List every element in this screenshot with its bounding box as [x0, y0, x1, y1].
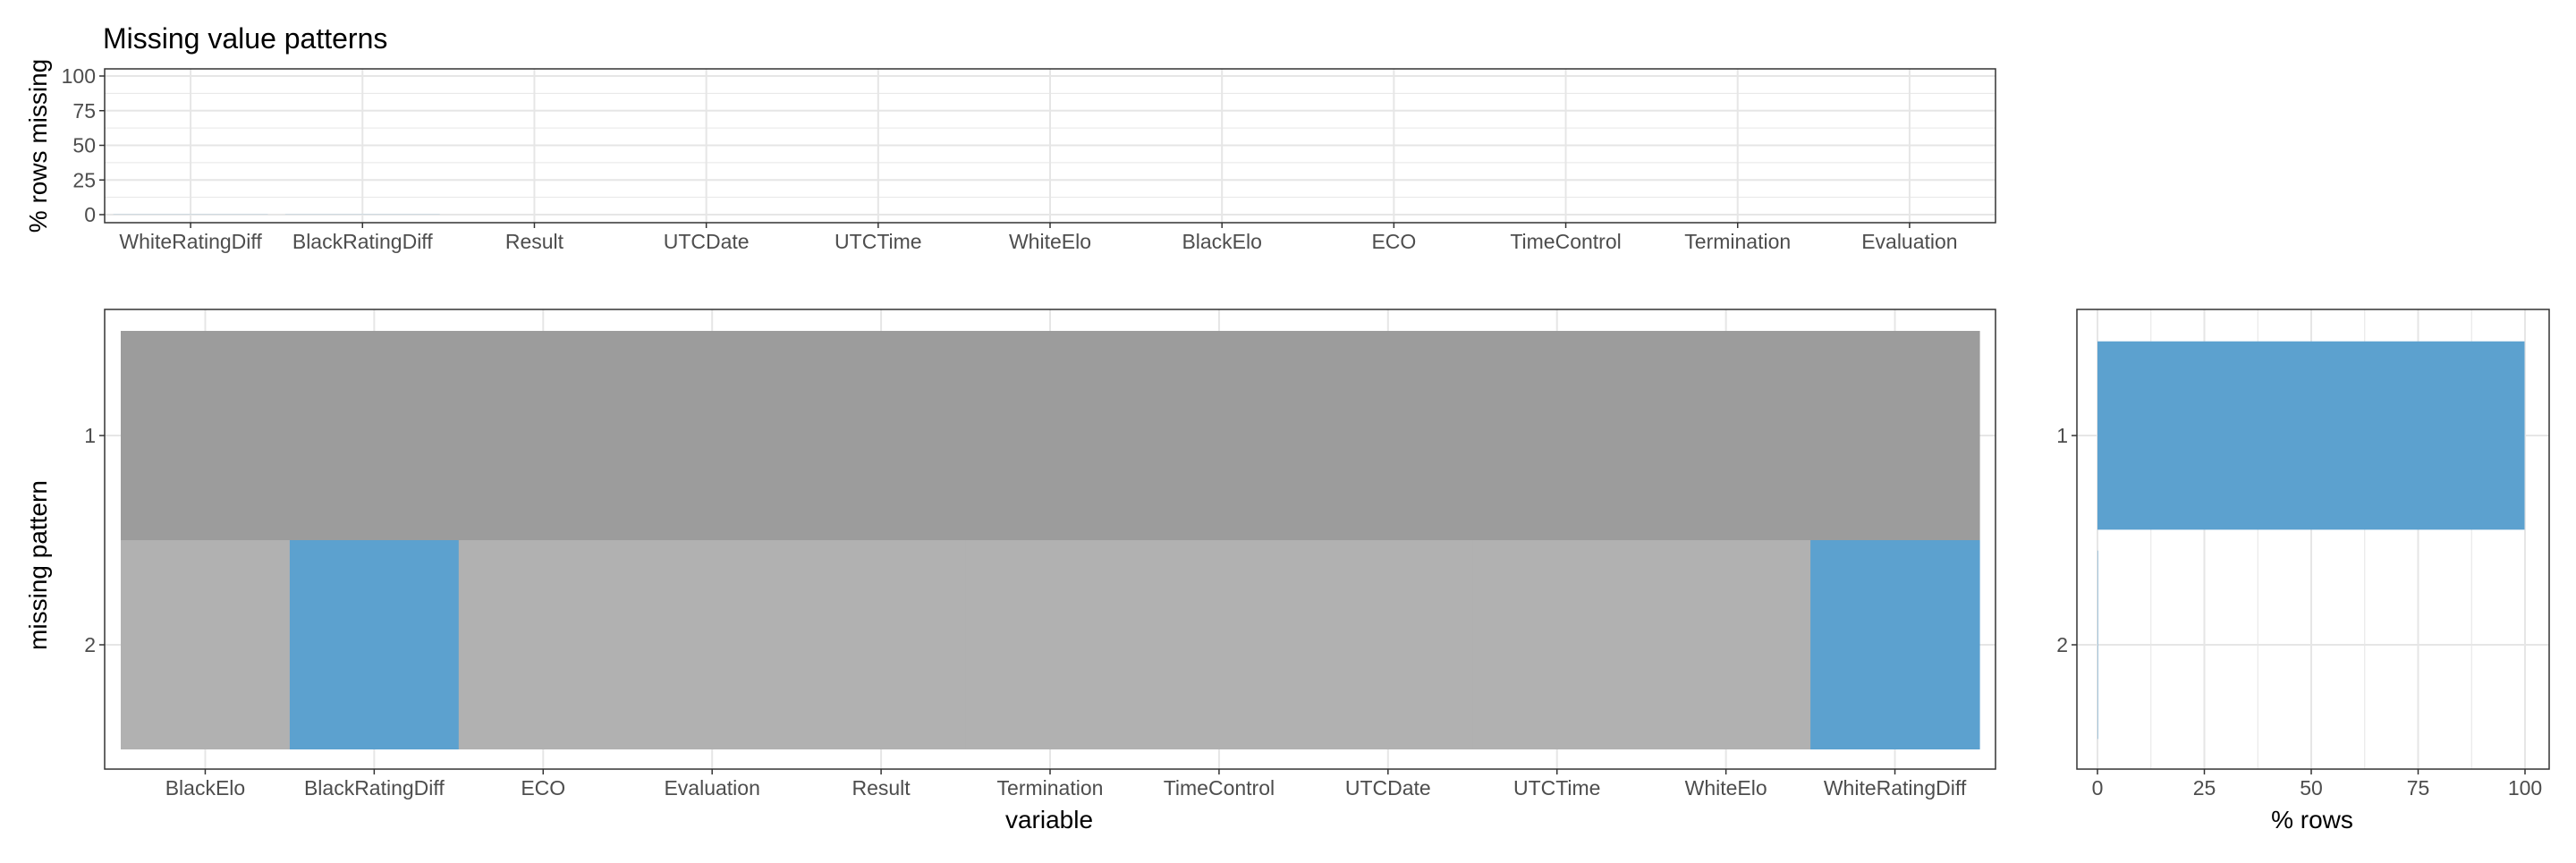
- main-x-tick-label: TimeControl: [1164, 776, 1275, 800]
- main-x-tick-label: BlackRatingDiff: [304, 776, 445, 800]
- pattern-tile: [1134, 540, 1304, 749]
- main-x-tick-label: UTCTime: [1513, 776, 1601, 800]
- main-y-tick-label: 2: [84, 633, 96, 656]
- main-y-tick-label: 1: [84, 424, 96, 447]
- pattern-tile: [966, 331, 1136, 540]
- top-y-tick-label: 75: [72, 99, 96, 123]
- pattern-tile: [1472, 540, 1642, 749]
- pattern-tile: [121, 331, 291, 540]
- top-x-tick-label: BlackRatingDiff: [292, 230, 433, 253]
- top-x-tick-label: Termination: [1684, 230, 1791, 253]
- pattern-tile: [459, 331, 629, 540]
- top-y-tick-label: 100: [62, 64, 96, 88]
- main-x-axis-label: variable: [1005, 806, 1093, 833]
- pattern-tile: [628, 540, 798, 749]
- top-y-tick-label: 25: [72, 168, 96, 191]
- right-y-tick-label: 1: [2056, 424, 2068, 447]
- right-panel: 1 2 0 25 50 75 100: [2056, 309, 2549, 800]
- top-x-tick-label: UTCDate: [664, 230, 750, 253]
- top-y-tick-label: 50: [72, 134, 96, 157]
- top-x-tick-label: UTCTime: [835, 230, 922, 253]
- main-x-tick-label: BlackElo: [165, 776, 245, 800]
- main-y-axis-label: missing pattern: [24, 480, 52, 650]
- main-panel: 1 2 BlackElo BlackRatingDiff ECO Evaluation Re…: [84, 309, 1996, 800]
- pattern-tile: [797, 540, 967, 749]
- main-x-tick-label: Evaluation: [664, 776, 759, 800]
- right-y-tick-label: 2: [2056, 633, 2068, 656]
- pattern-tile: [1303, 331, 1473, 540]
- right-x-tick-label: 100: [2508, 776, 2542, 800]
- main-x-tick-label: WhiteRatingDiff: [1824, 776, 1967, 800]
- pattern-tile: [1134, 331, 1304, 540]
- top-x-tick-label: WhiteRatingDiff: [119, 230, 262, 253]
- pattern-tile: [290, 331, 460, 540]
- pattern-tile: [1810, 331, 1980, 540]
- pattern-tile: [966, 540, 1136, 749]
- right-x-tick-label: 25: [2193, 776, 2216, 800]
- pattern-tile: [628, 331, 798, 540]
- top-y-tick-label: 0: [84, 203, 96, 226]
- pattern-tile: [1472, 331, 1642, 540]
- pattern-tile: [290, 540, 460, 749]
- top-x-tick-label: Evaluation: [1861, 230, 1957, 253]
- top-y-axis-label: % rows missing: [24, 59, 52, 233]
- pattern-tile: [1641, 540, 1811, 749]
- top-x-tick-label: ECO: [1371, 230, 1416, 253]
- pattern-tile: [1810, 540, 1980, 749]
- pattern-tile: [459, 540, 629, 749]
- top-x-tick-label: TimeControl: [1510, 230, 1621, 253]
- pattern-tile: [797, 331, 967, 540]
- main-x-tick-label: WhiteElo: [1685, 776, 1767, 800]
- top-x-tick-label: Result: [505, 230, 564, 253]
- right-x-tick-label: 50: [2300, 776, 2323, 800]
- top-x-tick-label: WhiteElo: [1009, 230, 1091, 253]
- main-x-tick-label: UTCDate: [1345, 776, 1431, 800]
- pattern-tile: [121, 540, 291, 749]
- right-x-tick-label: 75: [2407, 776, 2430, 800]
- pattern-tile: [1303, 540, 1473, 749]
- pattern-tile: [1641, 331, 1811, 540]
- main-x-tick-label: ECO: [521, 776, 565, 800]
- right-x-axis-label: % rows: [2271, 806, 2353, 833]
- right-x-tick-label: 0: [2092, 776, 2104, 800]
- right-bar: [2097, 342, 2525, 530]
- main-x-tick-label: Termination: [997, 776, 1104, 800]
- main-x-tick-label: Result: [852, 776, 911, 800]
- chart-title: Missing value patterns: [103, 22, 387, 55]
- top-x-tick-label: BlackElo: [1182, 230, 1261, 253]
- top-panel: 0 25 50 75 100 WhiteRatingDiff BlackRatingDiff…: [62, 64, 1996, 253]
